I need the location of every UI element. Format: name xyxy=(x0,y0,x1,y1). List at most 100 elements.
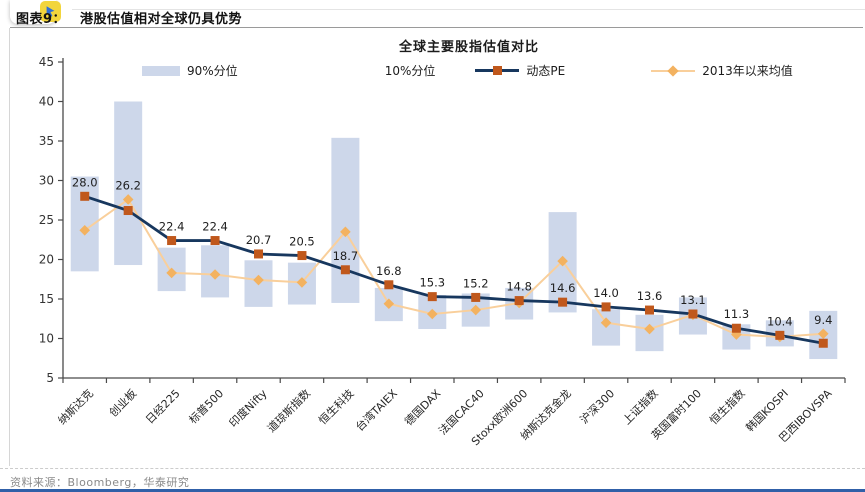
range-bar xyxy=(114,101,143,266)
legend-item-pe: 动态PE xyxy=(475,62,565,79)
pe-marker-icon xyxy=(492,66,502,75)
valuation-chart: 5 10 15 20 25 30 35 40 45 28.0 26.2 22.4 22.4 20.7 20.… xyxy=(39,55,846,448)
x-axis-label: 印度Nifty xyxy=(226,386,270,430)
pe-marker xyxy=(297,251,307,261)
pe-marker xyxy=(731,323,741,333)
pe-marker xyxy=(254,249,263,259)
mean-marker xyxy=(209,269,221,280)
x-axis-label: 恒生科技 xyxy=(315,386,356,427)
y-axis-label: 20 xyxy=(39,253,54,267)
pe-marker xyxy=(427,292,437,302)
pe-marker xyxy=(340,265,350,275)
x-axis-label: 道琼斯指数 xyxy=(264,386,313,435)
pe-value-label: 11.3 xyxy=(724,307,750,321)
pe-value-label: 15.2 xyxy=(463,276,489,290)
x-axis-label: 德国DAX xyxy=(401,386,443,428)
figure-title: 港股估值相对全球仍具优势 xyxy=(80,12,243,27)
pe-marker xyxy=(167,236,177,246)
pe-marker xyxy=(384,280,394,290)
mean-marker xyxy=(426,308,438,320)
figure-number: 图表9： xyxy=(16,12,67,27)
legend-label: 90%分位 xyxy=(187,64,238,78)
legend-label: 2013年以来均值 xyxy=(702,64,793,78)
pe-value-label: 26.2 xyxy=(115,178,141,192)
mean-marker xyxy=(296,277,308,288)
mean-marker xyxy=(122,194,134,205)
cursor-icon xyxy=(46,6,55,18)
source-note: 资料来源：Bloomberg，华泰研究 xyxy=(0,468,865,490)
chart-figure: 全球主要股指估值对比 90%分位 10%分位 动态PE 2013年以来均值 5 1… xyxy=(9,28,862,466)
pe-marker xyxy=(688,309,698,319)
x-axis-label: 沪深300 xyxy=(577,386,617,426)
y-axis-label: 35 xyxy=(39,134,54,148)
mean-marker xyxy=(253,274,264,286)
x-axis-label: 纳斯达克 xyxy=(56,387,96,427)
pe-value-label: 9.4 xyxy=(814,313,832,327)
pe-value-label: 20.7 xyxy=(246,233,272,247)
legend-item-mean: 2013年以来均值 xyxy=(651,62,793,79)
pe-line xyxy=(84,194,824,345)
mean-marker xyxy=(470,304,482,316)
pe-marker xyxy=(645,305,654,315)
mean-marker xyxy=(817,328,829,340)
mean-marker xyxy=(79,224,91,236)
x-axis-label: 台湾TAIEX xyxy=(352,386,400,434)
x-axis-label: 创业板 xyxy=(106,386,139,419)
mean-marker xyxy=(383,298,395,310)
mean-line xyxy=(84,198,824,338)
mean-marker xyxy=(340,226,351,238)
y-axis-label: 45 xyxy=(39,55,54,69)
legend-item-10pct: 10%分位 xyxy=(340,62,436,79)
y-axis-label: 30 xyxy=(39,174,54,188)
pe-value-label: 13.6 xyxy=(637,289,663,303)
page-top-divider xyxy=(72,9,865,10)
y-axis-label: 25 xyxy=(39,213,54,227)
pe-value-label: 13.1 xyxy=(680,293,706,307)
x-axis-label: 恒生指数 xyxy=(706,386,747,427)
y-axis-label: 5 xyxy=(46,371,54,385)
pe-value-label: 22.4 xyxy=(202,220,228,234)
y-axis-label: 40 xyxy=(39,95,54,109)
band-swatch-icon xyxy=(142,65,180,76)
pe-marker xyxy=(471,292,481,302)
pe-marker xyxy=(558,297,568,307)
pe-value-label: 15.3 xyxy=(419,276,445,290)
source-suffix: ，华泰研究 xyxy=(131,476,190,489)
cursor-badge-icon[interactable] xyxy=(40,1,61,22)
page-accent-bar xyxy=(0,489,865,492)
pe-value-label: 16.8 xyxy=(376,264,402,278)
pe-line-icon xyxy=(475,66,520,75)
chart-title: 全球主要股指估值对比 xyxy=(398,40,539,55)
pe-value-label: 22.4 xyxy=(159,220,185,234)
pe-marker xyxy=(123,206,133,216)
pe-marker xyxy=(80,191,90,201)
pe-marker xyxy=(514,296,524,306)
mean-marker xyxy=(166,267,177,279)
legend-label: 10%分位 xyxy=(384,64,436,78)
pe-value-label: 20.5 xyxy=(289,235,315,249)
range-bar xyxy=(331,137,360,303)
y-axis-label: 10 xyxy=(39,332,54,346)
x-axis-label: 上证指数 xyxy=(620,386,661,427)
y-axis-label: 15 xyxy=(39,292,54,306)
pe-value-label: 14.8 xyxy=(506,280,532,294)
chart-legend: 90%分位 10%分位 动态PE 2013年以来均值 xyxy=(142,62,793,79)
pe-value-label: 14.6 xyxy=(550,281,576,295)
source-link[interactable]: Bloomberg xyxy=(67,476,132,490)
mean-marker xyxy=(644,323,655,335)
pe-marker xyxy=(775,330,785,340)
mean-line-icon xyxy=(651,64,696,77)
source-prefix: 资料来源： xyxy=(10,476,68,489)
pe-value-label: 14.0 xyxy=(593,286,619,300)
mean-marker xyxy=(557,255,568,267)
header-divider xyxy=(10,27,863,28)
legend-label: 动态PE xyxy=(526,64,566,78)
pe-marker xyxy=(818,338,828,348)
pe-value-label: 10.4 xyxy=(767,314,793,328)
mean-marker xyxy=(600,317,612,328)
pe-marker xyxy=(210,236,220,246)
pe-marker xyxy=(601,302,611,312)
pe-value-label: 28.0 xyxy=(72,175,98,189)
x-axis-label: 日经225 xyxy=(143,387,183,427)
